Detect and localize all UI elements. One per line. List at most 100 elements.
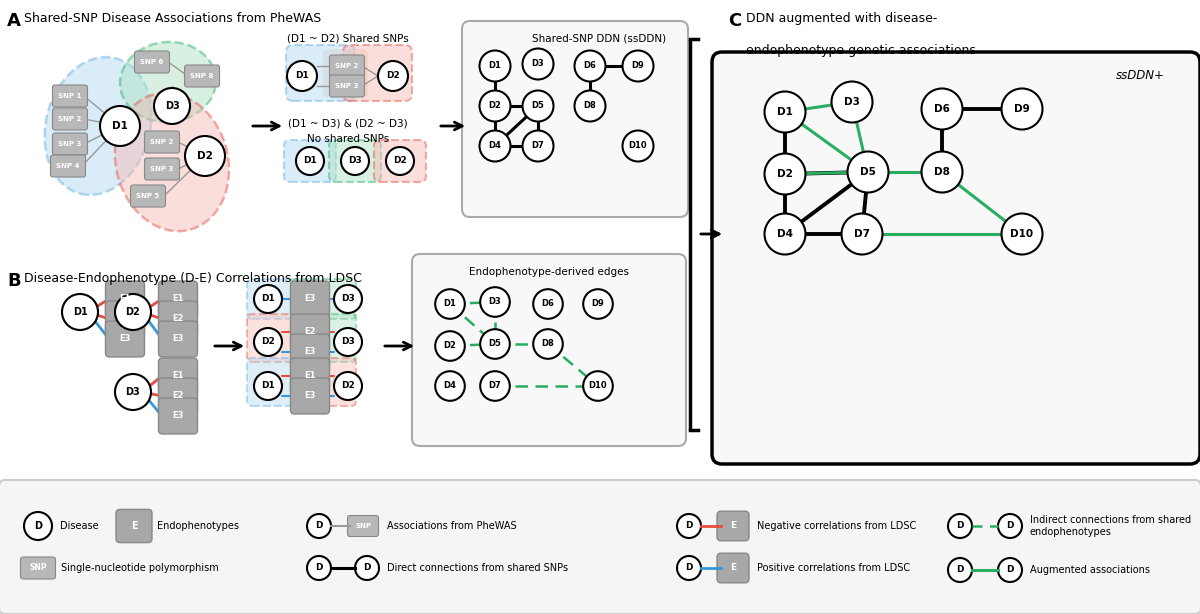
FancyBboxPatch shape <box>290 358 330 394</box>
Text: D7: D7 <box>532 141 545 150</box>
Circle shape <box>998 558 1022 582</box>
Circle shape <box>533 289 563 319</box>
FancyBboxPatch shape <box>144 158 180 180</box>
Text: D10: D10 <box>629 141 647 150</box>
Text: SNP 2: SNP 2 <box>150 139 174 145</box>
Text: SNP 2: SNP 2 <box>59 116 82 122</box>
FancyBboxPatch shape <box>712 52 1200 464</box>
Text: D: D <box>316 564 323 572</box>
Text: Positive correlations from LDSC: Positive correlations from LDSC <box>757 563 910 573</box>
Circle shape <box>575 50 606 82</box>
FancyBboxPatch shape <box>158 378 198 414</box>
Text: D3: D3 <box>532 60 545 69</box>
FancyBboxPatch shape <box>329 140 382 182</box>
Text: ssDDN+: ssDDN+ <box>1116 69 1165 82</box>
Circle shape <box>115 294 151 330</box>
Text: D4: D4 <box>488 141 502 150</box>
FancyBboxPatch shape <box>292 314 356 362</box>
Text: D6: D6 <box>541 300 554 308</box>
Text: D1: D1 <box>488 61 502 71</box>
Circle shape <box>334 328 362 356</box>
Text: D9: D9 <box>592 300 605 308</box>
Text: E1: E1 <box>305 371 316 381</box>
Text: E: E <box>131 521 137 531</box>
Text: D3: D3 <box>164 101 179 111</box>
Circle shape <box>436 331 464 361</box>
FancyBboxPatch shape <box>247 314 310 362</box>
Text: D: D <box>956 521 964 530</box>
FancyBboxPatch shape <box>284 140 336 182</box>
FancyBboxPatch shape <box>50 155 85 177</box>
Text: D2: D2 <box>341 381 355 391</box>
Text: D8: D8 <box>583 101 596 111</box>
Text: D7: D7 <box>854 229 870 239</box>
Circle shape <box>480 131 510 161</box>
Circle shape <box>522 90 553 122</box>
Text: D3: D3 <box>844 97 860 107</box>
Ellipse shape <box>120 42 216 122</box>
Circle shape <box>764 154 805 195</box>
FancyBboxPatch shape <box>158 398 198 434</box>
Text: Disease: Disease <box>60 521 98 531</box>
Text: D: D <box>34 521 42 531</box>
Text: SNP 2: SNP 2 <box>335 63 359 69</box>
Text: D10: D10 <box>1010 229 1033 239</box>
Circle shape <box>254 285 282 313</box>
Text: C: C <box>728 12 742 30</box>
Text: D: D <box>316 521 323 530</box>
Text: D3: D3 <box>488 298 502 306</box>
Circle shape <box>480 329 510 359</box>
FancyBboxPatch shape <box>343 45 412 101</box>
FancyBboxPatch shape <box>718 511 749 541</box>
Circle shape <box>623 131 654 161</box>
FancyBboxPatch shape <box>53 108 88 130</box>
FancyBboxPatch shape <box>323 49 368 97</box>
Text: Direct connections from shared SNPs: Direct connections from shared SNPs <box>386 563 568 573</box>
Text: D: D <box>956 565 964 575</box>
Circle shape <box>522 49 553 79</box>
Circle shape <box>764 214 805 254</box>
FancyBboxPatch shape <box>106 301 144 337</box>
Text: (D1 ~ D3) & (D2 ~ D3): (D1 ~ D3) & (D2 ~ D3) <box>288 119 408 129</box>
Text: No shared SNPs: No shared SNPs <box>307 134 389 144</box>
Circle shape <box>355 556 379 580</box>
Text: E3: E3 <box>173 411 184 421</box>
FancyBboxPatch shape <box>290 314 330 350</box>
Text: D: D <box>1007 565 1014 575</box>
Text: D1: D1 <box>73 307 88 317</box>
Circle shape <box>575 90 606 122</box>
FancyBboxPatch shape <box>158 281 198 317</box>
Text: D1: D1 <box>778 107 793 117</box>
Text: D: D <box>685 564 692 572</box>
FancyBboxPatch shape <box>106 321 144 357</box>
FancyBboxPatch shape <box>412 254 686 446</box>
FancyBboxPatch shape <box>292 279 356 319</box>
FancyBboxPatch shape <box>106 281 144 317</box>
Text: D3: D3 <box>341 338 355 346</box>
Text: Single-nucleotide polymorphism: Single-nucleotide polymorphism <box>61 563 218 573</box>
Circle shape <box>378 61 408 91</box>
Text: D1: D1 <box>295 71 308 80</box>
Circle shape <box>480 287 510 317</box>
Text: D2: D2 <box>262 338 275 346</box>
Circle shape <box>386 147 414 175</box>
Circle shape <box>764 91 805 133</box>
Circle shape <box>436 289 464 319</box>
Text: SNP: SNP <box>355 523 371 529</box>
Text: Associations from PheWAS: Associations from PheWAS <box>386 521 517 531</box>
Text: D2: D2 <box>444 341 456 351</box>
Text: Augmented associations: Augmented associations <box>1030 565 1150 575</box>
Text: DDN augmented with disease-: DDN augmented with disease- <box>746 12 937 25</box>
Circle shape <box>62 294 98 330</box>
Circle shape <box>341 147 370 175</box>
Circle shape <box>922 88 962 130</box>
FancyBboxPatch shape <box>247 279 310 319</box>
FancyBboxPatch shape <box>290 378 330 414</box>
Text: E3: E3 <box>119 335 131 343</box>
Text: E2: E2 <box>173 392 184 400</box>
FancyBboxPatch shape <box>330 55 365 77</box>
Text: E1: E1 <box>119 295 131 303</box>
Ellipse shape <box>44 57 151 195</box>
Circle shape <box>677 556 701 580</box>
Text: D5: D5 <box>488 340 502 349</box>
